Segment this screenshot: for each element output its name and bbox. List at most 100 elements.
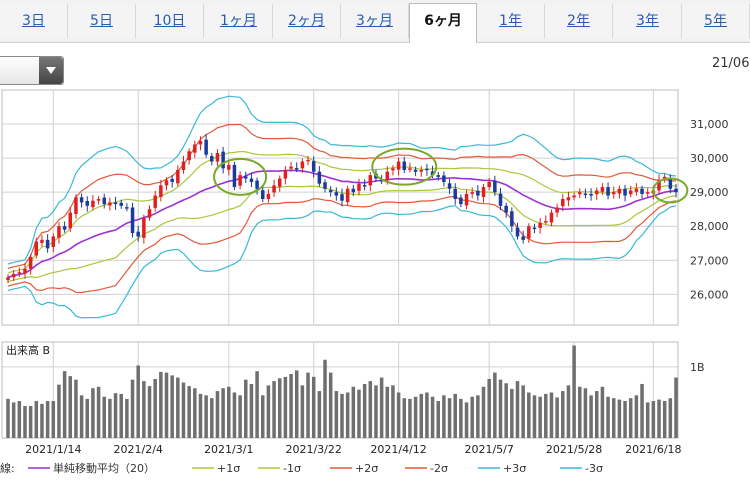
candle — [215, 149, 220, 166]
volume-bar — [645, 402, 650, 438]
date-tick-label-1: 2021/1/14 — [25, 443, 81, 456]
tab-5[interactable]: 2ヶ月 — [273, 4, 341, 38]
candle — [181, 155, 186, 174]
volume-bar — [498, 379, 503, 438]
date-tick-label-3: 2021/3/1 — [204, 443, 253, 456]
volume-bar — [210, 398, 214, 438]
candle — [249, 172, 254, 188]
highlight-circle-3 — [652, 177, 689, 204]
tab-9[interactable]: 2年 — [545, 4, 613, 38]
candle — [238, 171, 242, 190]
candle — [147, 205, 152, 221]
legend: 単純移動平均（20） +1σ -1σ +2σ -2σ +3σ -3σ — [28, 461, 603, 475]
volume-bar — [555, 397, 559, 438]
tab-1[interactable]: 3日 — [0, 4, 68, 38]
volume-bar — [244, 379, 248, 438]
volume-bar — [504, 383, 508, 438]
candle — [108, 197, 112, 211]
volume-bar — [476, 395, 480, 438]
volume-bar — [79, 395, 84, 438]
candle — [566, 191, 571, 207]
volume-bar — [323, 359, 327, 438]
tab-6[interactable]: 3ヶ月 — [341, 4, 409, 38]
volume-bar — [357, 389, 361, 438]
candle — [538, 218, 542, 234]
date-tick-label-4: 2021/3/22 — [285, 443, 341, 456]
volume-bar — [85, 398, 90, 438]
candle — [204, 134, 208, 158]
highlight-circle-1 — [213, 157, 268, 196]
tab-11[interactable]: 5年 — [682, 4, 750, 38]
candle — [74, 194, 78, 219]
candle — [68, 206, 73, 233]
candle — [645, 188, 650, 198]
candle — [345, 185, 350, 206]
candle — [283, 166, 288, 185]
tab-3[interactable]: 10日 — [136, 4, 204, 38]
volume-bar — [657, 399, 661, 438]
line-minus-2sigma — [7, 195, 677, 294]
volume-bar — [136, 365, 140, 438]
volume-bar — [379, 377, 384, 438]
volume-bar — [187, 386, 191, 438]
price-axis: 31,000 30,000 29,000 28,000 27,000 26,000 — [690, 118, 729, 301]
volume-bar — [442, 395, 446, 438]
legend-label: -1σ — [283, 462, 301, 475]
volume-bar — [147, 386, 152, 438]
volume-bar — [334, 391, 339, 438]
tab-10[interactable]: 3年 — [614, 4, 682, 38]
volume-bar — [277, 378, 282, 438]
tab-2[interactable]: 5日 — [68, 4, 136, 38]
price-grid — [1, 89, 679, 326]
volume-bar — [549, 392, 554, 438]
volume-bars — [6, 345, 678, 438]
candle — [453, 183, 457, 205]
candle — [260, 186, 265, 203]
candle — [572, 192, 576, 201]
tab-4[interactable]: 1ヶ月 — [205, 4, 273, 38]
candle — [657, 174, 661, 194]
volume-bar — [153, 378, 157, 438]
date-tick-label-8: 2021/6/18 — [625, 443, 681, 456]
volume-bar — [487, 378, 491, 438]
volume-bar — [668, 398, 673, 438]
chevron-down-icon — [46, 67, 56, 74]
candle — [408, 162, 412, 173]
volume-bar — [142, 381, 146, 438]
candle — [142, 214, 146, 244]
candle — [164, 177, 169, 191]
legend-label: 単純移動平均（20） — [53, 461, 155, 475]
candle — [17, 267, 22, 277]
price-tick-label-4: 28,000 — [690, 220, 729, 233]
candle — [396, 157, 401, 176]
volume-bar — [266, 385, 271, 438]
candle — [419, 166, 424, 177]
volume-bar — [374, 385, 378, 438]
legend-item-2: +1σ — [192, 462, 240, 475]
candle — [136, 226, 140, 242]
volume-bar — [272, 381, 276, 438]
volume-bar — [493, 372, 497, 438]
volume-bar — [345, 392, 350, 438]
indicator-dropdown[interactable] — [0, 56, 64, 85]
volume-bar — [311, 376, 316, 438]
line-plus-1sigma — [7, 150, 677, 274]
volume-bar — [108, 398, 112, 438]
candle — [193, 140, 197, 158]
tab-8[interactable]: 1年 — [477, 4, 545, 38]
candle — [555, 203, 559, 218]
volume-bar — [306, 372, 310, 438]
dropdown-button[interactable] — [39, 57, 63, 84]
candle — [578, 188, 582, 198]
candle — [402, 156, 407, 174]
candle — [266, 189, 271, 203]
tab-7[interactable]: 6ヶ月 — [409, 3, 477, 43]
candle — [277, 175, 282, 192]
candles — [6, 134, 678, 284]
volume-bar — [368, 381, 373, 438]
candle — [153, 190, 157, 212]
volume-bar — [227, 386, 231, 438]
volume-axis: 1B — [690, 361, 705, 374]
candle — [464, 189, 469, 210]
